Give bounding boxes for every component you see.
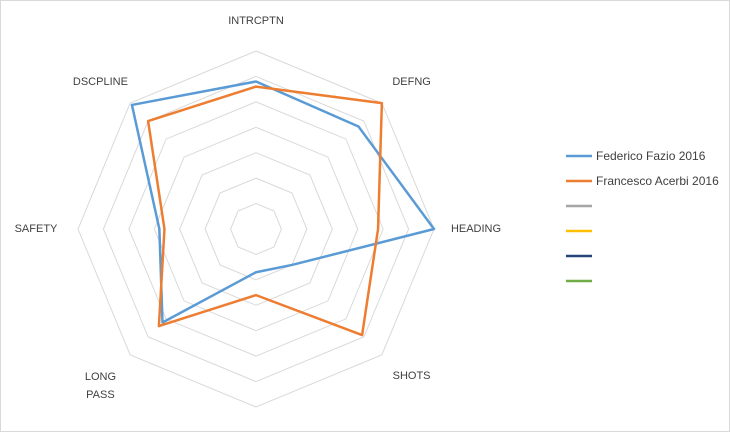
axis-label: KEYPASS	[216, 428, 296, 431]
axis-label: HEADING	[450, 223, 502, 235]
axis-label: INTRCPTN	[228, 15, 284, 27]
axis-label: DEFNG	[392, 75, 431, 88]
axis-label: SHOTS	[392, 370, 431, 383]
axis-label: LONG PASS	[84, 371, 117, 402]
grid-ring	[77, 50, 435, 408]
axis-label: DSCPLINE	[72, 75, 128, 88]
grid-ring	[102, 75, 410, 383]
legend-label: Federico Fazio 2016	[596, 149, 706, 163]
grid-ring	[153, 126, 359, 332]
series-line	[130, 80, 436, 324]
series-line	[146, 85, 384, 337]
grid-ring	[230, 203, 282, 255]
axis-label: SAFETY	[14, 223, 58, 235]
legend-label: Francesco Acerbi 2016	[596, 174, 719, 188]
grid-ring	[179, 152, 333, 306]
grid-ring	[204, 177, 308, 281]
grid-ring	[128, 101, 384, 357]
